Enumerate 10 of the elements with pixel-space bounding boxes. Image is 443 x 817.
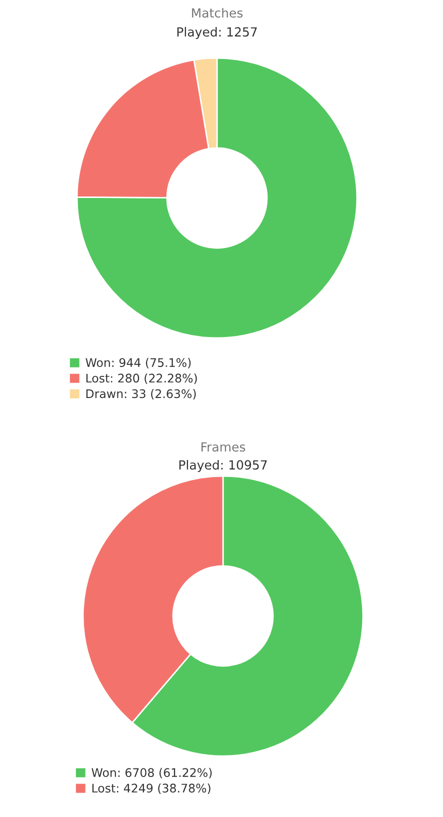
chart-title: Frames bbox=[201, 442, 246, 452]
chart-subtitle: Played: 1257 bbox=[177, 26, 257, 40]
legend-label: Won: 6708 (61.22%) bbox=[92, 768, 212, 778]
chart-subtitle: Played: 10957 bbox=[179, 460, 267, 472]
legend-label: Lost: 280 (22.28%) bbox=[86, 373, 197, 384]
legend-label: Lost: 4249 (38.78%) bbox=[92, 783, 210, 794]
donut-slice bbox=[76, 57, 358, 339]
chart-title: Matches bbox=[192, 8, 243, 18]
legend-label: Drawn: 33 (2.63%) bbox=[86, 389, 196, 400]
legend-label: Won: 944 (75.1%) bbox=[86, 358, 191, 368]
